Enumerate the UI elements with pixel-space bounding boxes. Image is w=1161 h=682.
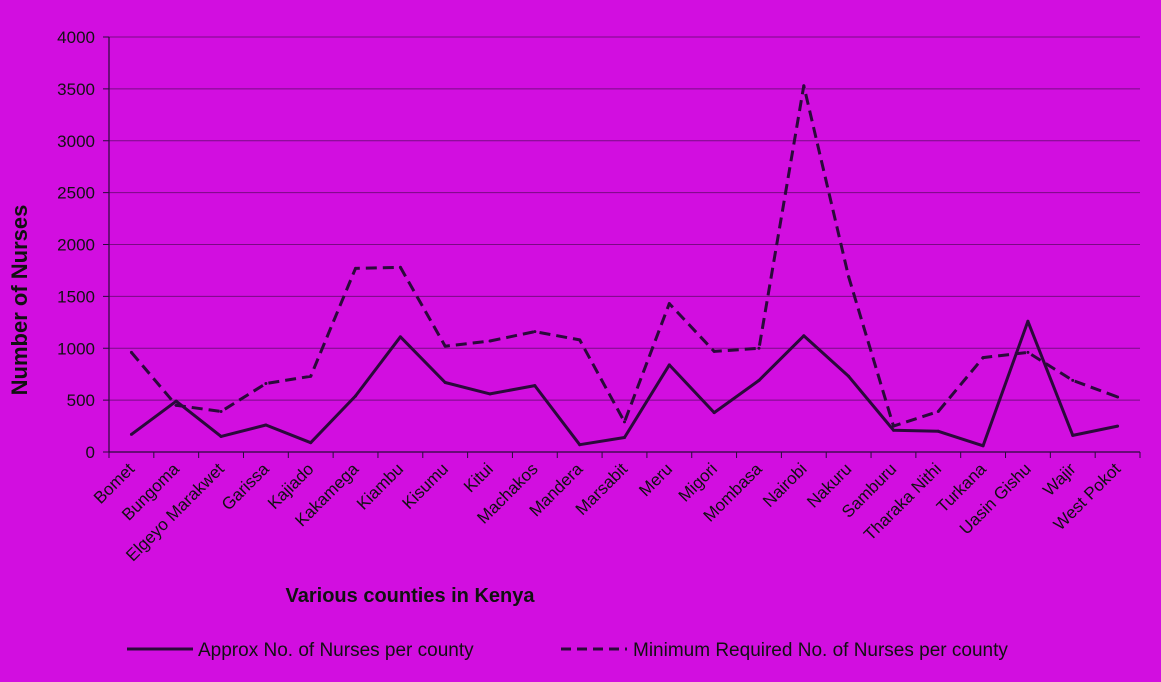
x-tick-label: Nairobi	[759, 459, 811, 511]
y-tick-label: 2500	[57, 184, 95, 203]
data-point	[354, 266, 358, 270]
y-tick-label: 1500	[57, 287, 95, 306]
data-point	[174, 403, 178, 407]
data-point	[623, 420, 626, 424]
y-tick-label: 2000	[57, 236, 95, 255]
data-point	[533, 384, 537, 388]
data-point	[488, 392, 492, 396]
data-point	[936, 429, 940, 433]
data-point	[219, 410, 223, 414]
data-point	[219, 434, 223, 438]
series-lines	[129, 84, 1120, 448]
y-tick-label: 0	[86, 443, 95, 462]
data-point	[891, 428, 895, 432]
data-point	[847, 374, 851, 378]
legend: Approx No. of Nurses per county Minimum …	[127, 640, 1008, 661]
data-point	[847, 275, 851, 279]
data-point	[533, 330, 537, 334]
x-tick-label: Kitui	[460, 459, 497, 496]
data-point	[667, 302, 671, 306]
data-point	[1026, 350, 1030, 354]
data-point	[443, 344, 447, 348]
data-point	[578, 443, 582, 447]
data-point	[712, 349, 716, 353]
data-point	[802, 334, 806, 338]
data-point	[578, 338, 582, 342]
data-point	[757, 346, 761, 350]
x-tick-label: Kisumu	[399, 459, 453, 513]
data-point	[398, 265, 402, 269]
y-axis-title: Number of Nurses	[7, 205, 32, 396]
y-tick-label: 500	[67, 391, 95, 410]
data-point	[667, 363, 671, 367]
data-point	[1071, 433, 1075, 437]
data-point	[174, 399, 178, 403]
data-point	[398, 335, 402, 339]
data-point	[443, 380, 447, 384]
data-point	[981, 444, 985, 448]
data-point	[354, 394, 358, 398]
series-line-solid	[130, 319, 1118, 448]
data-point	[264, 423, 268, 427]
series-line-dashed	[130, 84, 1119, 428]
y-tick-labels: 0 500 1000 1500 2000 2500 3000 3500 4000	[57, 28, 95, 462]
x-tick-label: Meru	[635, 459, 676, 500]
legend-label-solid: Approx No. of Nurses per county	[198, 640, 474, 661]
x-axis-title: Various counties in Kenya	[286, 585, 536, 607]
y-tick-label: 4000	[57, 28, 95, 47]
data-point	[802, 84, 806, 88]
data-point	[1071, 378, 1075, 382]
legend-label-dashed: Minimum Required No. of Nurses per count…	[633, 640, 1008, 661]
data-point	[264, 382, 268, 386]
y-tick-label: 3000	[57, 132, 95, 151]
x-tick-label: Kiambu	[353, 459, 407, 513]
data-point	[1026, 319, 1030, 323]
y-tick-label: 1000	[57, 339, 95, 358]
data-point	[623, 435, 626, 439]
x-tick-label: Garissa	[218, 459, 273, 514]
x-tick-label: Wajir	[1039, 459, 1080, 500]
data-point	[981, 356, 985, 360]
data-point	[891, 424, 895, 428]
data-point	[488, 339, 492, 343]
data-point	[1116, 424, 1120, 428]
data-point	[309, 374, 313, 378]
gridlines	[109, 36, 1140, 401]
data-point	[309, 441, 313, 445]
data-point	[936, 410, 940, 414]
y-tick-label: 3500	[57, 80, 95, 99]
data-point	[129, 350, 133, 354]
data-point	[712, 411, 716, 415]
axes	[103, 36, 1141, 458]
data-point	[757, 378, 761, 382]
data-point	[1116, 395, 1120, 399]
data-point	[129, 432, 133, 436]
